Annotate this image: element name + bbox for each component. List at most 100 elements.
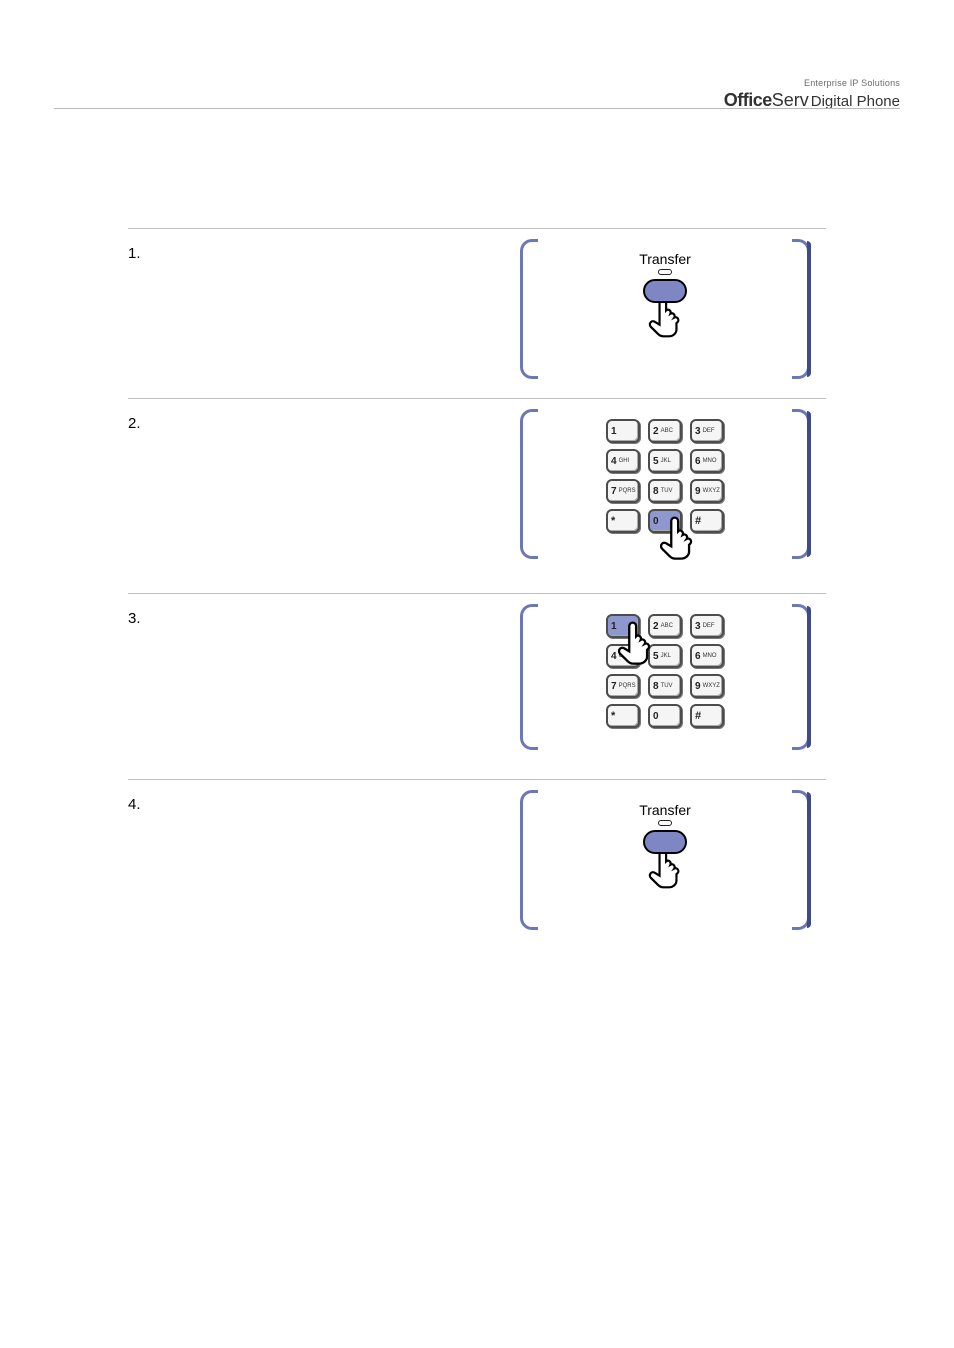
step-3: 3. 12ABC3DEF4GHI5JKL6MNO7PQRS8TUV9WXYZ*0… [128, 593, 826, 779]
step-2-graphic: 12ABC3DEF4GHI5JKL6MNO7PQRS8TUV9WXYZ*0# [520, 409, 810, 559]
brand-tagline: Enterprise IP Solutions [724, 78, 900, 88]
bracket-left [520, 409, 538, 559]
keypad-key-*[interactable]: * [606, 704, 640, 728]
keypad-key-8[interactable]: 8TUV [648, 479, 682, 503]
key-number: 7 [611, 681, 617, 692]
step-1-text: 1. [128, 243, 468, 266]
step-1-graphic: Transfer [520, 239, 810, 379]
transfer-label: Transfer [639, 251, 691, 267]
keypad-key-2[interactable]: 2ABC [648, 419, 682, 443]
keypad-graphic: 12ABC3DEF4GHI5JKL6MNO7PQRS8TUV9WXYZ*0# [544, 610, 786, 744]
key-letters: GHI [619, 458, 630, 464]
keypad-key-3[interactable]: 3DEF [690, 614, 724, 638]
keypad-key-0[interactable]: 0 [648, 704, 682, 728]
keypad-key-6[interactable]: 6MNO [690, 644, 724, 668]
bracket-frame: Transfer [520, 790, 810, 930]
key-number: 8 [653, 681, 659, 692]
key-number: 8 [653, 486, 659, 497]
key-letters: ABC [661, 623, 673, 629]
step-4-num: 4. [128, 794, 150, 817]
key-number: 6 [695, 456, 701, 467]
key-letters: JKL [661, 458, 671, 464]
hand-pointer-icon [654, 513, 700, 561]
bracket-right [792, 604, 810, 750]
keypad-key-5[interactable]: 5JKL [648, 449, 682, 473]
key-number: # [695, 710, 701, 722]
key-letters: PQRS [619, 488, 636, 494]
keypad-key-9[interactable]: 9WXYZ [690, 674, 724, 698]
key-number: 1 [611, 426, 617, 437]
key-letters: JKL [661, 653, 671, 659]
step-1-num: 1. [128, 243, 150, 266]
transfer-graphic: Transfer [544, 796, 786, 924]
bracket-left [520, 604, 538, 750]
keypad-key-1[interactable]: 1 [606, 419, 640, 443]
bracket-frame: 12ABC3DEF4GHI5JKL6MNO7PQRS8TUV9WXYZ*0# [520, 409, 810, 559]
key-letters: MNO [703, 653, 717, 659]
keypad-key-#[interactable]: # [690, 704, 724, 728]
bracket-frame: 12ABC3DEF4GHI5JKL6MNO7PQRS8TUV9WXYZ*0# [520, 604, 810, 750]
step-3-text: 3. [128, 608, 468, 631]
header-rule [54, 108, 900, 109]
keypad-wrap: 12ABC3DEF4GHI5JKL6MNO7PQRS8TUV9WXYZ*0# [606, 415, 724, 533]
transfer-indicator [658, 269, 672, 275]
key-letters: DEF [703, 428, 715, 434]
transfer-label: Transfer [639, 802, 691, 818]
key-number: 4 [611, 456, 617, 467]
key-letters: WXYZ [703, 683, 720, 689]
bracket-right [792, 409, 810, 559]
step-1: 1. Transfer [128, 228, 826, 398]
key-number: 5 [653, 456, 659, 467]
keypad-key-3[interactable]: 3DEF [690, 419, 724, 443]
bracket-right [792, 790, 810, 930]
bracket-left [520, 790, 538, 930]
key-number: 3 [695, 426, 701, 437]
key-letters: MNO [703, 458, 717, 464]
page: Enterprise IP Solutions OfficeServDigita… [0, 0, 954, 1348]
hand-pointer-icon [612, 618, 658, 666]
keypad-wrap: 12ABC3DEF4GHI5JKL6MNO7PQRS8TUV9WXYZ*0# [606, 610, 724, 728]
key-letters: TUV [661, 683, 673, 689]
keypad-key-7[interactable]: 7PQRS [606, 479, 640, 503]
step-4-graphic: Transfer [520, 790, 810, 930]
transfer-graphic: Transfer [544, 245, 786, 373]
key-letters: ABC [661, 428, 673, 434]
bracket-left [520, 239, 538, 379]
key-letters: TUV [661, 488, 673, 494]
step-2-text: 2. [128, 413, 468, 436]
key-letters: PQRS [619, 683, 636, 689]
keypad-key-6[interactable]: 6MNO [690, 449, 724, 473]
key-number: 9 [695, 681, 701, 692]
transfer-button[interactable] [643, 279, 687, 303]
keypad-graphic: 12ABC3DEF4GHI5JKL6MNO7PQRS8TUV9WXYZ*0# [544, 415, 786, 553]
step-3-graphic: 12ABC3DEF4GHI5JKL6MNO7PQRS8TUV9WXYZ*0# [520, 604, 810, 750]
key-letters: WXYZ [703, 488, 720, 494]
key-number: 7 [611, 486, 617, 497]
step-2: 2. 12ABC3DEF4GHI5JKL6MNO7PQRS8TUV9WXYZ*0… [128, 398, 826, 593]
key-number: 9 [695, 486, 701, 497]
brand-part1: Office [724, 90, 772, 110]
steps-list: 1. Transfer [128, 228, 826, 949]
brand-part2: Serv [772, 90, 809, 110]
step-2-num: 2. [128, 413, 150, 436]
key-letters: DEF [703, 623, 715, 629]
key-number: 3 [695, 621, 701, 632]
keypad-key-*[interactable]: * [606, 509, 640, 533]
brand-block: Enterprise IP Solutions OfficeServDigita… [724, 78, 900, 111]
keypad-key-7[interactable]: 7PQRS [606, 674, 640, 698]
key-number: 0 [653, 711, 659, 722]
keypad-key-8[interactable]: 8TUV [648, 674, 682, 698]
key-number: 6 [695, 651, 701, 662]
transfer-indicator [658, 820, 672, 826]
step-3-num: 3. [128, 608, 150, 631]
keypad-key-9[interactable]: 9WXYZ [690, 479, 724, 503]
key-number: * [611, 710, 615, 722]
key-number: 2 [653, 426, 659, 437]
keypad-key-4[interactable]: 4GHI [606, 449, 640, 473]
step-4-text: 4. [128, 794, 468, 817]
bracket-right [792, 239, 810, 379]
key-number: * [611, 515, 615, 527]
transfer-button[interactable] [643, 830, 687, 854]
step-4: 4. Transfer [128, 779, 826, 949]
bracket-frame: Transfer [520, 239, 810, 379]
